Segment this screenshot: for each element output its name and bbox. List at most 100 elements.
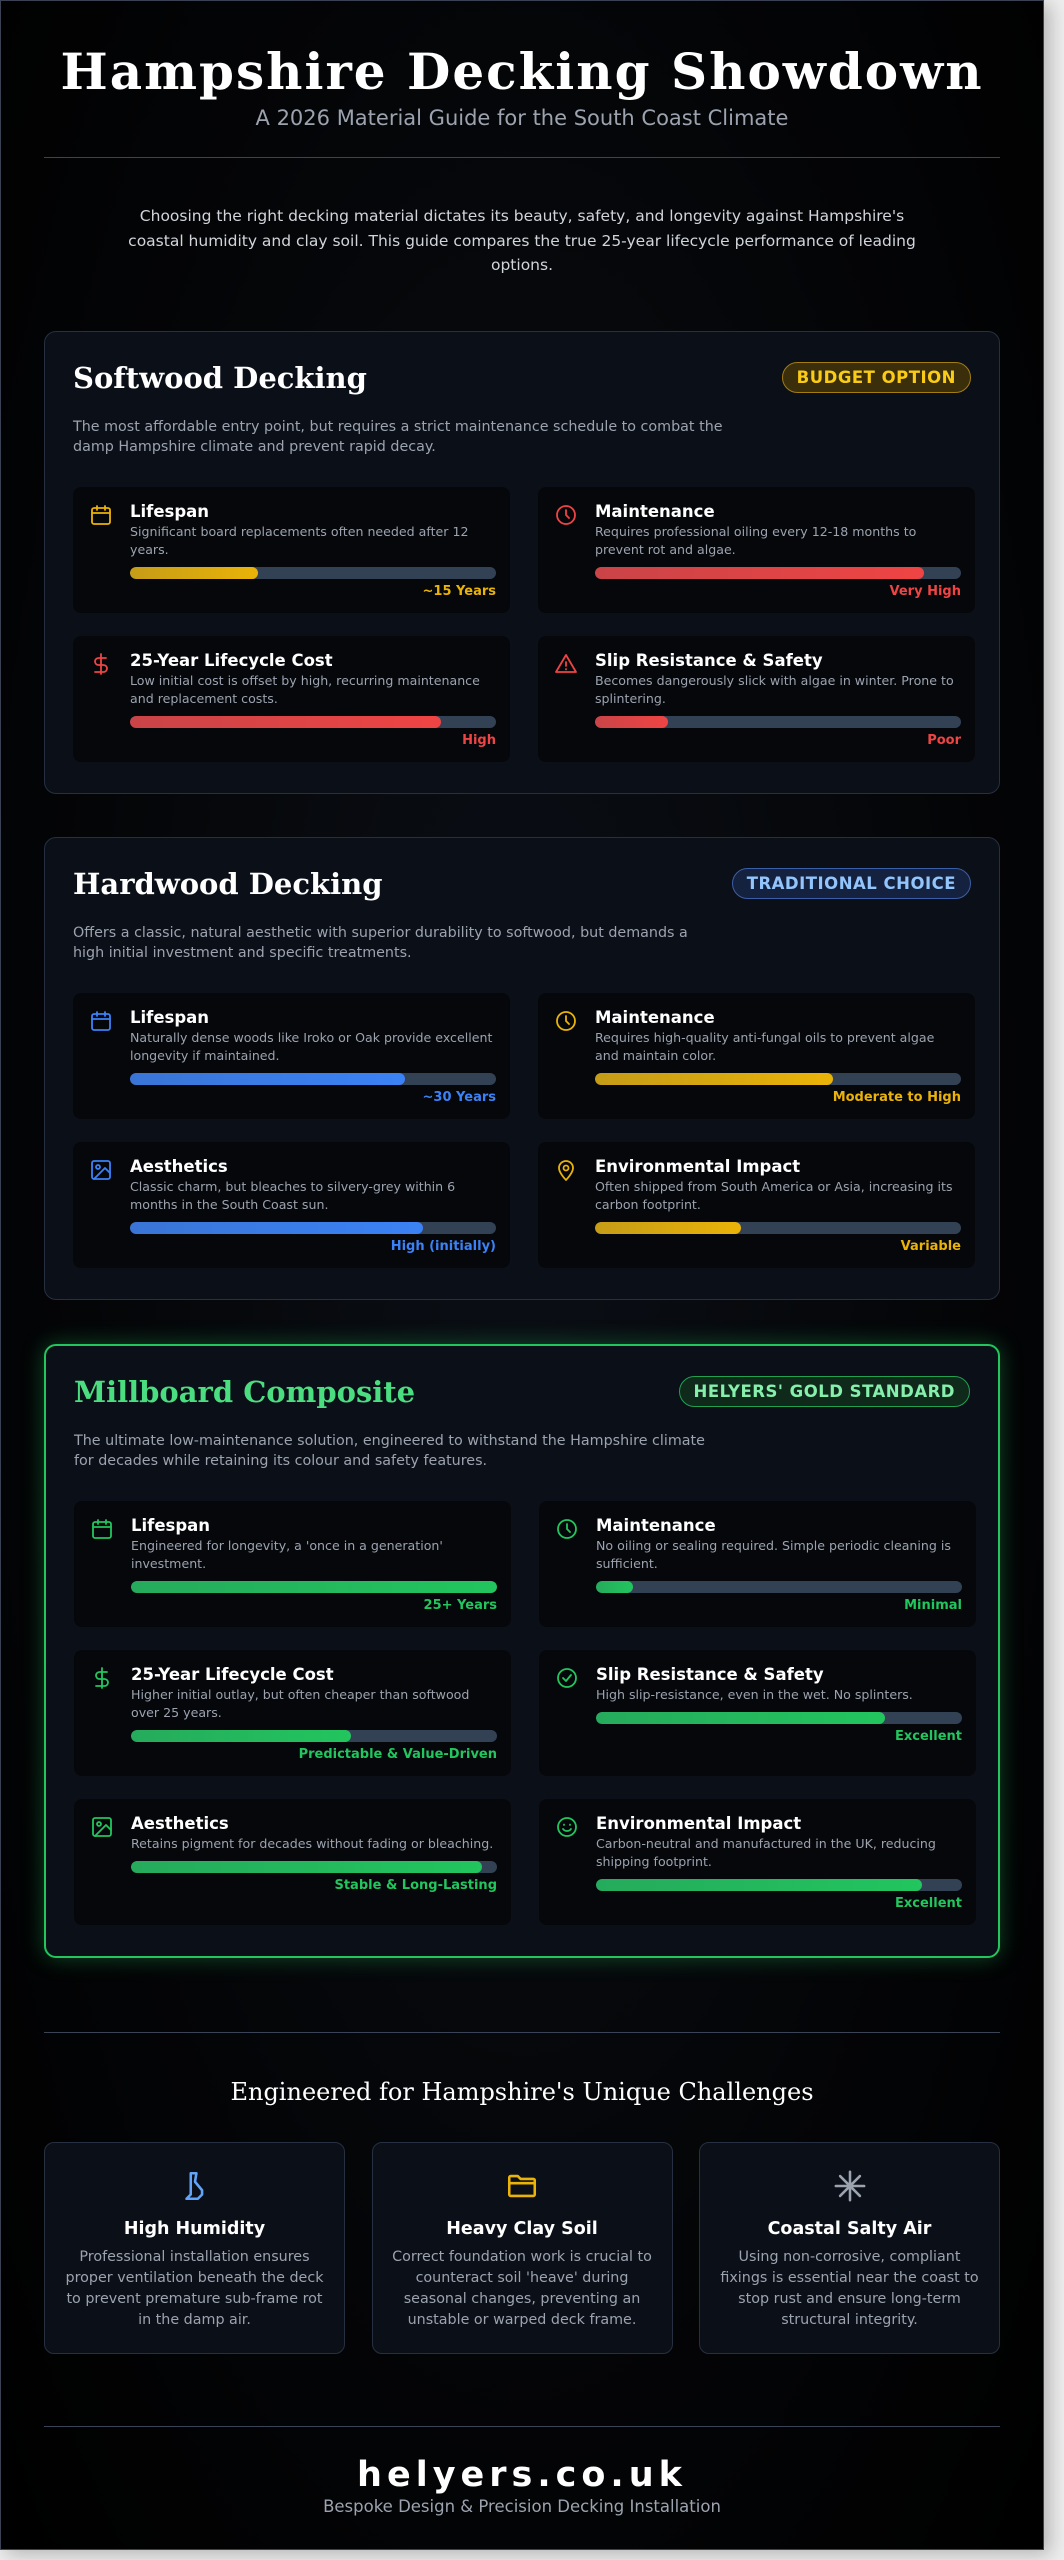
metric-title: Maintenance (595, 501, 715, 521)
metric-grid: Lifespan Significant board replacements o… (73, 486, 975, 793)
card-header: Hardwood Decking TRADITIONAL CHOICE (73, 866, 971, 902)
metric: Maintenance Requires professional oiling … (538, 486, 975, 613)
challenge-title: Coastal Salty Air (767, 2218, 932, 2239)
card-description: The ultimate low-maintenance solution, e… (74, 1432, 705, 1469)
bar-fill (130, 715, 442, 728)
bar-track (595, 715, 961, 728)
rating: Very High (889, 583, 961, 599)
bar-fill (130, 566, 259, 579)
metric-description: Becomes dangerously slick with algae in … (595, 672, 954, 706)
card-title: Millboard Composite (74, 1374, 416, 1409)
icon (557, 1816, 577, 1837)
metric-title: Slip Resistance & Safety (596, 1664, 824, 1684)
bar-fill (595, 1221, 742, 1234)
rating: High (462, 732, 496, 748)
bar-fill (130, 1072, 405, 1085)
bar-track (131, 1729, 497, 1742)
bar-fill (596, 1580, 633, 1593)
bar-track (595, 1072, 961, 1085)
metric: Environmental Impact Often shipped from S… (538, 1141, 975, 1268)
card-header: Millboard Composite HELYERS' GOLD STANDAR… (74, 1374, 970, 1410)
icon (91, 1159, 111, 1180)
rating: Excellent (895, 1895, 962, 1911)
icon (556, 504, 576, 525)
icon (556, 1010, 576, 1031)
metric: Environmental Impact Carbon-neutral and m… (539, 1798, 976, 1925)
metric: 25-Year Lifecycle Cost Low initial cost i… (73, 635, 510, 762)
rating: Predictable & Value-Driven (298, 1746, 497, 1762)
material-card: Softwood Decking BUDGET OPTION The most af… (44, 330, 1000, 794)
metric: Lifespan Significant board replacements o… (73, 486, 510, 613)
metric-title: Lifespan (131, 1515, 211, 1535)
metric-title: Lifespan (130, 501, 210, 521)
intro: Choosing the right decking material dict… (128, 207, 916, 274)
icon (92, 1518, 112, 1539)
card-header: Softwood Decking BUDGET OPTION (73, 360, 971, 396)
subtitle: A 2026 Material Guide for the South Coas… (255, 106, 789, 130)
challenge-title: Heavy Clay Soil (446, 2218, 598, 2239)
metric-description: Engineered for longevity, a 'once in a g… (131, 1537, 443, 1571)
metric: Lifespan Engineered for longevity, a 'onc… (74, 1500, 511, 1627)
metric-title: 25-Year Lifecycle Cost (130, 650, 333, 670)
icon (557, 1667, 577, 1688)
metric-description: Higher initial outlay, but often cheaper… (131, 1686, 470, 1720)
rating: ~30 Years (422, 1089, 496, 1105)
metric-description: Requires high-quality anti-fungal oils t… (595, 1029, 935, 1063)
metric-description: High slip-resistance, even in the wet. N… (596, 1686, 913, 1702)
icon (92, 1816, 112, 1837)
bar-track (595, 566, 961, 579)
card-title: Hardwood Decking (73, 866, 383, 901)
bar-fill (596, 1711, 886, 1724)
bar-track (130, 1072, 496, 1085)
bar-track (130, 715, 496, 728)
metric-description: Often shipped from South America or Asia… (595, 1178, 953, 1212)
bar-track (131, 1860, 497, 1873)
metric-grid: Lifespan Naturally dense woods like Iroko… (73, 992, 975, 1299)
divider (44, 2425, 1000, 2427)
badge: HELYERS' GOLD STANDARD (678, 1376, 970, 1407)
icon (555, 653, 577, 673)
icon (94, 652, 108, 675)
divider (44, 2031, 1000, 2033)
bar-fill (595, 566, 925, 579)
bar-fill (595, 715, 669, 728)
bar-fill (130, 1221, 423, 1234)
icon (91, 1010, 111, 1031)
cards: Softwood Decking BUDGET OPTION The most af… (44, 330, 1000, 1958)
bar-track (596, 1580, 962, 1593)
metric: Lifespan Naturally dense woods like Iroko… (73, 992, 510, 1119)
bar-fill (595, 1072, 833, 1085)
bar-track (595, 1221, 961, 1234)
challenge-card: Heavy Clay Soil Correct foundation work i… (371, 2141, 673, 2354)
bar-fill (131, 1580, 497, 1593)
section-heading: Engineered for Hampshire's Unique Challe… (230, 2077, 814, 2106)
metric: Aesthetics Classic charm, but bleaches to… (73, 1141, 510, 1268)
material-card: Hardwood Decking TRADITIONAL CHOICE Offers… (44, 836, 1000, 1300)
bar-fill (596, 1878, 922, 1891)
metric-title: Environmental Impact (596, 1813, 802, 1833)
bar-fill (131, 1860, 483, 1873)
metric: Aesthetics Retains pigment for decades wi… (74, 1798, 511, 1925)
icon (95, 1666, 109, 1689)
metric: 25-Year Lifecycle Cost Higher initial out… (74, 1649, 511, 1776)
metric-description: Requires professional oiling every 12-18… (595, 523, 917, 557)
metric-description: Retains pigment for decades without fadi… (131, 1835, 494, 1851)
tagline: Bespoke Design & Precision Decking Insta… (323, 2496, 721, 2516)
metric-title: Lifespan (130, 1007, 210, 1027)
bar-track (130, 566, 496, 579)
icon (184, 2171, 203, 2200)
badge: BUDGET OPTION (781, 362, 971, 393)
metric-title: 25-Year Lifecycle Cost (131, 1664, 334, 1684)
bar-track (596, 1711, 962, 1724)
bar-track (131, 1580, 497, 1593)
icon (507, 2174, 537, 2197)
metric-description: Low initial cost is offset by high, recu… (130, 672, 480, 706)
icon (557, 1518, 577, 1539)
bar-fill (131, 1729, 351, 1742)
challenge-card: Coastal Salty Air Using non-corrosive, co… (699, 2141, 1000, 2354)
page-title: Hampshire Decking Showdown (60, 42, 984, 101)
challenge-text: Correct foundation work is crucial to co… (392, 2248, 652, 2328)
card-description: The most affordable entry point, but req… (73, 418, 723, 455)
rating: Moderate to High (832, 1089, 961, 1105)
site-name: helyers.co.uk (357, 2454, 687, 2495)
